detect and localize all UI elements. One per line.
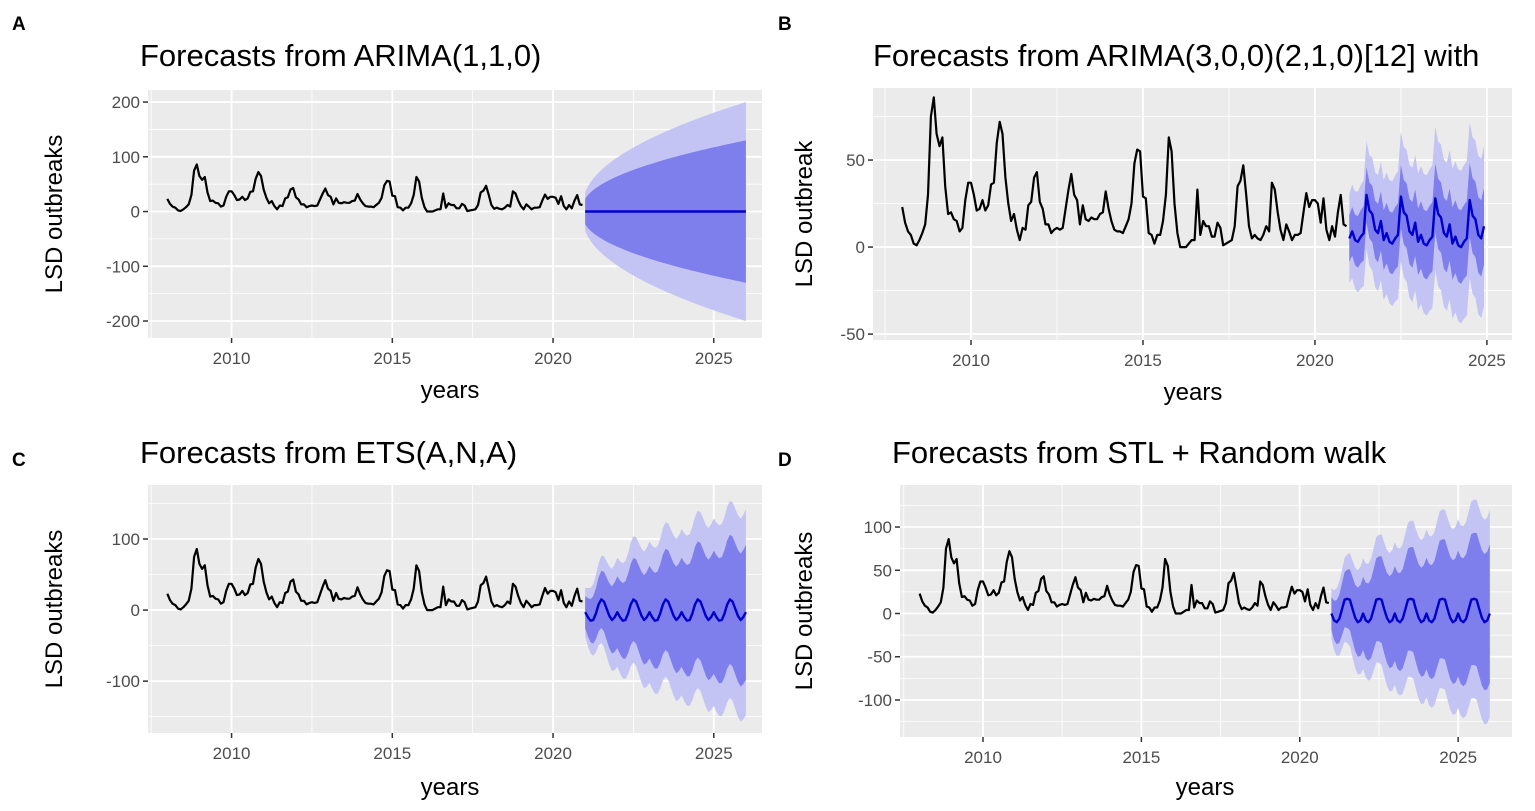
- history-series-line: [918, 538, 1330, 615]
- history-series-line: [166, 547, 583, 612]
- panel-title: Forecasts from STL + Random walk: [892, 435, 1387, 470]
- y-tick-label: 100: [112, 148, 140, 167]
- prediction-interval-80: [585, 534, 746, 687]
- panel-title: Forecasts from ARIMA(1,1,0): [140, 38, 541, 73]
- y-tick-label: 0: [131, 203, 140, 222]
- panel-b: 2010 2015 2020 2025 -50 0 50 years LSD outbreak F…: [778, 14, 1512, 406]
- panel-label: C: [12, 450, 26, 471]
- y-tick-label: 0: [883, 605, 892, 624]
- x-axis-title: years: [1164, 379, 1223, 406]
- panel-c: 2010 2015 2020 2025 -100 0 100 years LSD outbrea…: [12, 435, 762, 801]
- y-tick-label: 100: [112, 530, 140, 549]
- x-tick-label: 2015: [373, 349, 411, 368]
- x-tick-label: 2010: [213, 349, 251, 368]
- y-tick-label: -50: [867, 648, 892, 667]
- y-tick-label: 200: [112, 93, 140, 112]
- y-tick-label: 0: [856, 238, 865, 257]
- forecast-mean-line: [1348, 193, 1486, 249]
- panel-label: A: [12, 14, 26, 35]
- panel-a: 2010 2015 2020 2025 -200 -100 0 100 200 years LSD …: [12, 14, 762, 404]
- y-tick-label: -100: [858, 691, 892, 710]
- panel-label: D: [778, 450, 792, 471]
- x-tick-label: 2020: [534, 744, 572, 763]
- x-tick-label: 2015: [373, 744, 411, 763]
- x-tick-label: 2020: [1281, 748, 1319, 767]
- forecast-mean-line: [1330, 597, 1491, 624]
- x-axis-title: years: [421, 774, 480, 801]
- x-axis-title: years: [421, 377, 480, 404]
- y-tick-label: -200: [106, 312, 140, 331]
- forecast-mean-line: [584, 598, 747, 622]
- x-tick-label: 2010: [213, 744, 251, 763]
- x-axis-title: years: [1176, 774, 1235, 801]
- x-tick-label: 2025: [1468, 351, 1506, 370]
- history-series-line: [166, 163, 583, 213]
- y-tick-label: 50: [873, 561, 892, 580]
- panel-d: 2010 2015 2020 2025 -100 -50 0 50 100 years LSD ou…: [778, 435, 1512, 801]
- y-axis-title: LSD outbreaks: [41, 530, 68, 689]
- y-axis-title: LSD outbreaks: [791, 532, 818, 691]
- y-tick-label: -50: [840, 325, 865, 344]
- y-tick-label: -100: [106, 672, 140, 691]
- x-tick-label: 2015: [1124, 351, 1162, 370]
- y-tick-label: -100: [106, 257, 140, 276]
- x-tick-label: 2025: [1439, 748, 1477, 767]
- history-series-line: [901, 96, 1348, 249]
- x-tick-label: 2020: [534, 349, 572, 368]
- x-tick-label: 2010: [952, 351, 990, 370]
- x-tick-label: 2020: [1296, 351, 1334, 370]
- y-tick-label: 100: [864, 518, 892, 537]
- prediction-interval-80: [1331, 532, 1490, 691]
- panel-title: Forecasts from ETS(A,N,A): [140, 435, 517, 470]
- panel-title: Forecasts from ARIMA(3,0,0)(2,1,0)[12] w…: [873, 38, 1479, 73]
- x-tick-label: 2010: [964, 748, 1002, 767]
- y-tick-label: 50: [846, 151, 865, 170]
- prediction-interval-80: [1349, 162, 1484, 284]
- y-axis-title: LSD outbreaks: [41, 135, 68, 294]
- x-tick-label: 2025: [695, 349, 733, 368]
- panel-label: B: [778, 14, 792, 35]
- x-tick-label: 2015: [1122, 748, 1160, 767]
- y-axis-title: LSD outbreak: [791, 140, 818, 288]
- y-tick-label: 0: [131, 601, 140, 620]
- x-tick-label: 2025: [695, 744, 733, 763]
